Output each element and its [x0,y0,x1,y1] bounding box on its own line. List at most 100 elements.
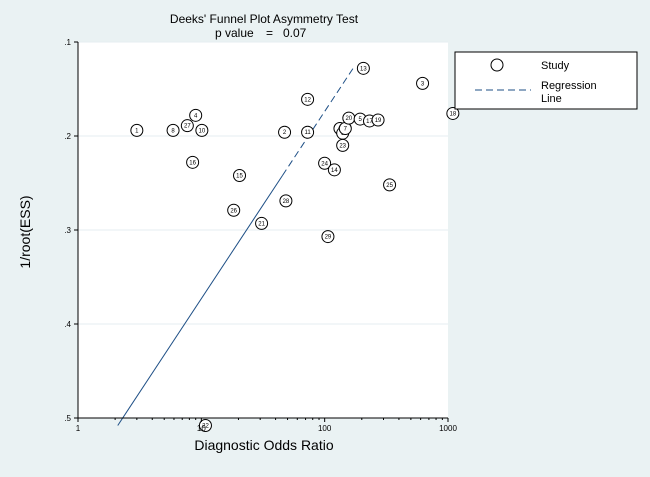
study-point-18: 18 [446,106,460,120]
y-tick-label: .3 [64,226,71,235]
study-point-29: 29 [321,230,335,244]
study-point-11: 11 [301,125,315,139]
study-label: 22 [202,424,209,430]
x-tick-label: 1 [76,424,81,433]
study-point-21: 21 [255,216,269,230]
study-label: 4 [194,113,198,119]
study-point-23: 23 [336,138,350,152]
study-marker [198,419,212,433]
study-point-4: 4 [189,108,203,122]
study-point-3: 3 [416,76,430,90]
regression-line-solid [117,175,283,426]
chart-subtitle-value: 0.07 [283,26,307,40]
study-label: 8 [171,128,175,134]
legend-box [454,51,638,110]
study-point-8: 8 [166,123,180,137]
study-point-20: 20 [342,111,356,125]
study-point-28: 28 [279,194,293,208]
study-marker [180,119,194,133]
study-label: 18 [450,111,457,117]
study-label: 29 [325,235,332,241]
x-tick-label: 1000 [439,424,457,433]
study-label: 26 [230,208,237,214]
study-label: 19 [375,118,382,124]
study-marker [279,194,293,208]
study-label: 24 [321,161,328,167]
study-marker [383,178,397,192]
study-marker [233,168,247,182]
study-label: 1 [135,128,139,134]
study-marker [301,125,315,139]
study-point-1: 1 [130,123,144,137]
study-label: 15 [236,173,243,179]
y-tick-label: .4 [64,320,71,329]
study-label: 12 [304,97,311,103]
study-marker [301,92,315,106]
x-tick-label: 100 [318,424,332,433]
study-label: 21 [258,221,265,227]
legend-study-label: Study [541,60,570,72]
legend: Study Regression Line [454,51,638,110]
chart-title: Deeks' Funnel Plot Asymmetry Test [170,12,359,26]
study-label: 14 [331,168,338,174]
study-point-25: 25 [383,178,397,192]
study-marker [278,125,292,139]
legend-regression-label-1: Regression [541,80,597,92]
study-label: 2 [283,130,287,136]
y-tick-label: .1 [64,38,71,47]
study-label: 7 [344,126,348,132]
study-marker [255,216,269,230]
study-point-24: 24 [318,156,332,170]
study-point-15: 15 [233,168,247,182]
x-tick-label: 10 [197,424,206,433]
study-marker [189,108,203,122]
study-point-19: 19 [371,113,385,127]
study-point-26: 26 [227,203,241,217]
study-marker [371,113,385,127]
study-marker [186,155,200,169]
study-label: 17 [366,119,373,125]
study-label: 28 [283,199,290,205]
study-label: 23 [339,143,346,149]
study-label: 5 [358,117,362,123]
legend-study-marker [490,58,504,72]
study-marker [195,123,209,137]
study-marker [327,163,341,177]
y-axis-ticks: .1 .2 .3 .4 .5 [64,38,78,423]
study-label: 27 [184,124,191,130]
study-point-22: 22 [198,419,212,433]
study-label: 13 [360,66,367,72]
chart-subtitle-sep: = [266,26,273,40]
study-marker [227,203,241,217]
legend-regression-label-2: Line [541,93,562,105]
study-label: 3 [421,81,425,87]
study-marker [416,76,430,90]
y-tick-label: .2 [64,132,71,141]
study-point-27: 27 [180,119,194,133]
study-label: 16 [189,160,196,166]
study-marker [318,156,332,170]
study-label: 10 [199,128,206,134]
y-axis-title: 1/root(ESS) [17,195,33,268]
study-marker [166,123,180,137]
y-tick-label: .5 [64,414,71,423]
study-point-13: 13 [356,61,370,75]
study-marker [446,106,460,120]
study-marker [130,123,144,137]
study-marker [321,230,335,244]
study-point-14: 14 [327,163,341,177]
study-label: 25 [386,183,393,189]
study-point-2: 2 [278,125,292,139]
x-axis-title: Diagnostic Odds Ratio [194,437,334,453]
study-point-16: 16 [186,155,200,169]
study-label: 11 [304,130,311,136]
chart-subtitle-label: p value [215,26,254,40]
study-point-12: 12 [301,92,315,106]
regression-line-group [117,68,354,426]
study-marker [356,61,370,75]
x-axis-ticks: 1 10 100 1000 [76,418,457,433]
study-points: 1827410161526212821112292414623972051719… [130,61,460,433]
study-point-10: 10 [195,123,209,137]
study-label: 20 [345,116,352,122]
